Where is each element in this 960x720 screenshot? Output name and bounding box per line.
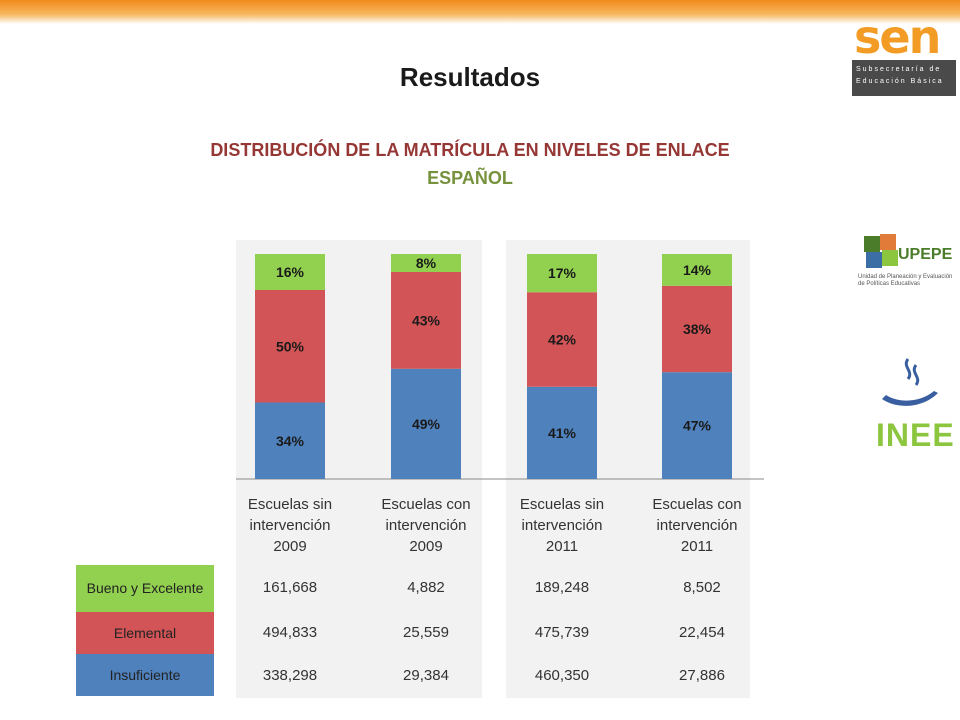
data-label: 42% xyxy=(548,332,577,348)
table-cell: 22,454 xyxy=(679,624,725,641)
data-label: 41% xyxy=(548,425,577,441)
bar-segment-elemental xyxy=(255,290,325,403)
inee-logo: INEE xyxy=(872,355,954,455)
table-cell: 27,886 xyxy=(679,667,725,684)
table-cell: 161,668 xyxy=(262,579,318,596)
table-cell: 189,248 xyxy=(534,579,590,596)
sep-logo: sen Subsecretaría de Educación Básica xyxy=(848,10,960,98)
table-cell: 8,502 xyxy=(683,579,721,596)
legend-bueno-excelente: Bueno y Excelente xyxy=(76,565,214,612)
table-cell: 475,739 xyxy=(534,624,590,641)
table-cell: 25,559 xyxy=(403,624,449,641)
data-label: 16% xyxy=(276,264,305,280)
bar-segment-bueno-y-excelente xyxy=(255,254,325,290)
data-label: 17% xyxy=(548,265,577,281)
chart-title: DISTRIBUCIÓN DE LA MATRÍCULA EN NIVELES … xyxy=(210,140,730,160)
category-label: Escuelas sin intervención 2009 xyxy=(247,496,333,555)
data-label: 47% xyxy=(683,418,712,434)
table-cell: 29,384 xyxy=(403,667,449,684)
bar-segment-bueno-y-excelente xyxy=(662,254,732,286)
data-label: 49% xyxy=(412,416,441,432)
puzzle-icon xyxy=(864,234,898,268)
data-label: 50% xyxy=(276,338,305,354)
table-cell: 4,882 xyxy=(407,579,445,596)
bar-segment-insuficiente xyxy=(662,372,732,479)
category-label: Escuelas con intervención 2009 xyxy=(381,496,471,555)
bar-segment-insuficiente xyxy=(527,386,597,479)
category-label: Escuelas con intervención 2011 xyxy=(652,496,742,555)
upepe-logo: UPEPE Unidad de Planeación y Evaluación … xyxy=(858,226,958,292)
lamp-icon xyxy=(882,358,938,406)
table-cell: 338,298 xyxy=(262,667,318,684)
category-label: Escuelas sin intervención 2011 xyxy=(519,496,605,555)
data-label: 34% xyxy=(276,433,305,449)
bar-segment-bueno-y-excelente xyxy=(527,254,597,293)
page-title: Resultados xyxy=(399,62,541,92)
table-cell: 460,350 xyxy=(534,667,590,684)
data-label: 14% xyxy=(683,262,712,278)
bar-segment-elemental xyxy=(662,285,732,373)
data-label: 8% xyxy=(416,255,437,271)
data-label: 43% xyxy=(412,312,441,328)
table-cell: 494,833 xyxy=(262,624,318,641)
legend-insuficiente: Insuficiente xyxy=(76,654,214,696)
chart-subject: ESPAÑOL xyxy=(427,168,513,188)
data-label: 38% xyxy=(683,321,712,337)
bar-segment-elemental xyxy=(391,272,461,369)
bar-segment-insuficiente xyxy=(255,402,325,479)
bar-segment-elemental xyxy=(527,292,597,387)
legend-elemental: Elemental xyxy=(76,612,214,654)
top-decorative-bar xyxy=(0,0,960,24)
bar-segment-bueno-y-excelente xyxy=(391,254,461,272)
bar-segment-insuficiente xyxy=(391,368,461,479)
